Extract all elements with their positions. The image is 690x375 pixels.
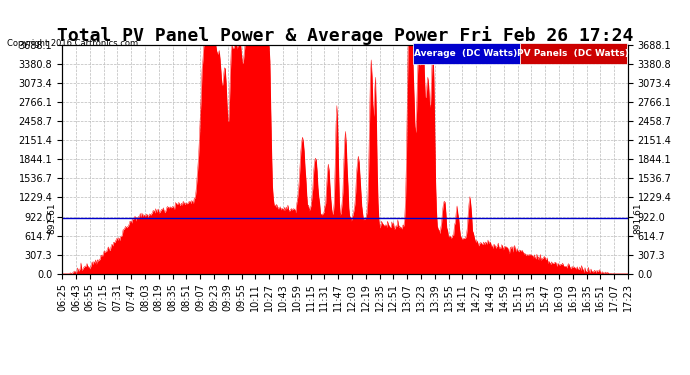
Text: 891.61: 891.61 [48,202,57,234]
Text: Copyright 2016 Cartronics.com: Copyright 2016 Cartronics.com [7,39,138,48]
Text: PV Panels  (DC Watts): PV Panels (DC Watts) [517,49,629,58]
Text: 891.61: 891.61 [633,202,642,234]
Title: Total PV Panel Power & Average Power Fri Feb 26 17:24: Total PV Panel Power & Average Power Fri… [57,26,633,45]
Text: Average  (DC Watts): Average (DC Watts) [415,49,518,58]
